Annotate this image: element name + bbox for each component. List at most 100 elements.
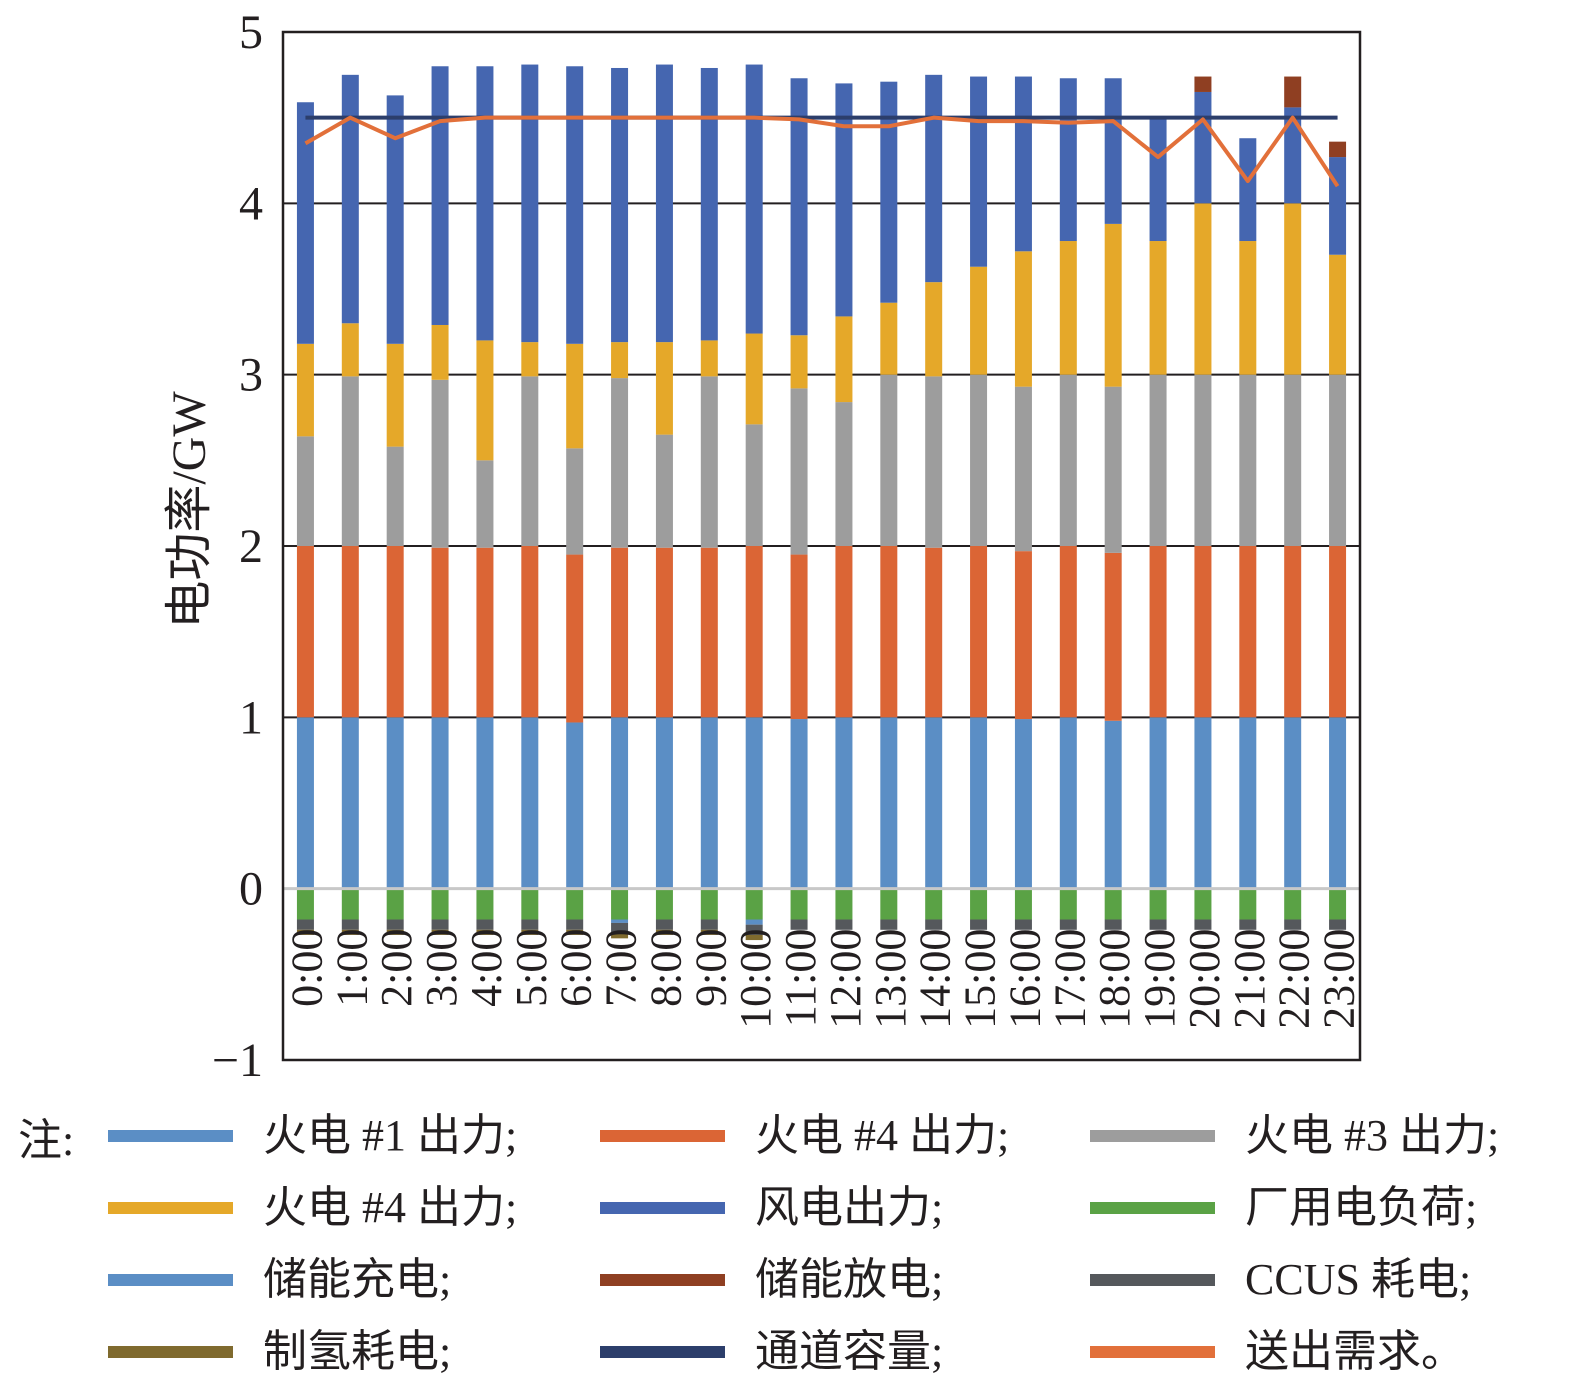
bar-segment [1014, 551, 1032, 720]
legend-swatch [1090, 1202, 1215, 1214]
legend-label: CCUS 耗电; [1245, 1255, 1472, 1304]
bar-segment [835, 402, 853, 546]
bar-segment [790, 335, 808, 389]
legend-label: 送出需求。 [1245, 1327, 1465, 1376]
bar-segment [521, 546, 539, 718]
bar-segment [655, 64, 673, 343]
bar-segment [341, 376, 359, 546]
bar-segment [1014, 386, 1032, 552]
bar-segment [1059, 888, 1077, 920]
bar-segment [655, 888, 673, 920]
legend-swatch [108, 1346, 233, 1358]
legend-label: 火电 #3 出力; [1245, 1111, 1500, 1160]
bar-segment [1149, 241, 1167, 375]
bar-segment [880, 546, 898, 718]
legend-item: 火电 #4 出力; [108, 1178, 517, 1238]
bar-segment [1194, 91, 1212, 204]
bar-segment [611, 919, 629, 923]
legend-label: 厂用电负荷; [1245, 1183, 1478, 1232]
x-tick-label: 22:00 [1270, 929, 1319, 1029]
bar-segment [431, 717, 449, 889]
x-tick-label: 15:00 [956, 929, 1005, 1029]
legend-swatch [1090, 1274, 1215, 1286]
bar-segment [655, 717, 673, 889]
x-tick-label: 9:00 [686, 929, 735, 1007]
legend-swatch [1090, 1346, 1215, 1358]
bar-segment [1329, 546, 1347, 718]
bar-segment [296, 102, 314, 344]
legend-swatch [108, 1202, 233, 1214]
bar-segment [700, 888, 718, 920]
legend-item: 火电 #1 出力; [108, 1106, 517, 1166]
bar-segment [835, 546, 853, 718]
bar-segment [611, 717, 629, 889]
bar-segment [700, 929, 718, 935]
bar-segment [1284, 919, 1302, 930]
bar-segment [835, 83, 853, 317]
bar-segment [1284, 717, 1302, 889]
bar-segment [1284, 203, 1302, 375]
bar-segment [431, 929, 449, 935]
bar-segment [700, 717, 718, 889]
bar-segment [1104, 720, 1122, 889]
legend-swatch [600, 1274, 725, 1286]
bar-segment [566, 448, 584, 555]
bar-segment [296, 929, 314, 935]
bar-segment [1329, 374, 1347, 546]
bar-segment [880, 81, 898, 303]
bar-segment [431, 547, 449, 718]
bar-segment [296, 546, 314, 718]
bar-segment [1329, 157, 1347, 255]
bar-segment [655, 434, 673, 548]
x-tick-label: 10:00 [731, 929, 780, 1029]
bar-segment [1014, 919, 1032, 930]
bar-segment [1194, 546, 1212, 718]
bar-segment [835, 316, 853, 403]
bar-segment [611, 888, 629, 920]
bar-segment [431, 324, 449, 380]
legend-label: 风电出力; [755, 1183, 944, 1232]
bar-segment [611, 378, 629, 548]
x-tick-label: 13:00 [866, 929, 915, 1029]
legend-item: 风电出力; [600, 1178, 943, 1238]
bar-segment [341, 888, 359, 920]
bar-segment [1194, 76, 1212, 92]
bar-segment [611, 933, 629, 939]
bar-segment [655, 919, 673, 930]
bar-segment [1059, 78, 1077, 242]
bar-segment [341, 919, 359, 930]
bar-segment [655, 929, 673, 935]
bar-segment [925, 74, 943, 283]
bar-segment [880, 302, 898, 375]
stacked-bar-chart: −1 0 1 2 3 4 5 电功率/GW 0:001:002:003:004:005:006:… [163, 6, 1364, 1087]
bar-segment [1284, 76, 1302, 108]
bar-segment [1149, 117, 1167, 242]
legend-item: 制氢耗电; [108, 1322, 451, 1382]
bar-segment [1284, 546, 1302, 718]
bar-segment [925, 919, 943, 930]
bar-segment [700, 376, 718, 548]
bar-segment [745, 546, 763, 718]
bar-segment [1104, 888, 1122, 920]
x-tick-label: 6:00 [552, 929, 601, 1007]
bar-segment [521, 64, 539, 343]
bar-segment [970, 888, 988, 920]
bar-segment [1329, 919, 1347, 930]
bar-segment [790, 554, 808, 720]
bar-segment [476, 717, 494, 889]
bar-segment [1284, 374, 1302, 546]
y-tick-label: −1 [212, 1034, 263, 1087]
bar-segment [1014, 251, 1032, 387]
bar-segment [1194, 717, 1212, 889]
bar-segment [1059, 717, 1077, 889]
bar-segment [566, 66, 584, 344]
bar-segment [386, 446, 404, 546]
bar-segment [386, 95, 404, 344]
bar-segment [521, 342, 539, 377]
bar-segment [745, 934, 763, 941]
x-tick-label: 21:00 [1225, 929, 1274, 1029]
legend-swatch [600, 1202, 725, 1214]
bar-segment [745, 717, 763, 889]
bar-segment [1239, 374, 1257, 546]
bar-segment [521, 888, 539, 920]
